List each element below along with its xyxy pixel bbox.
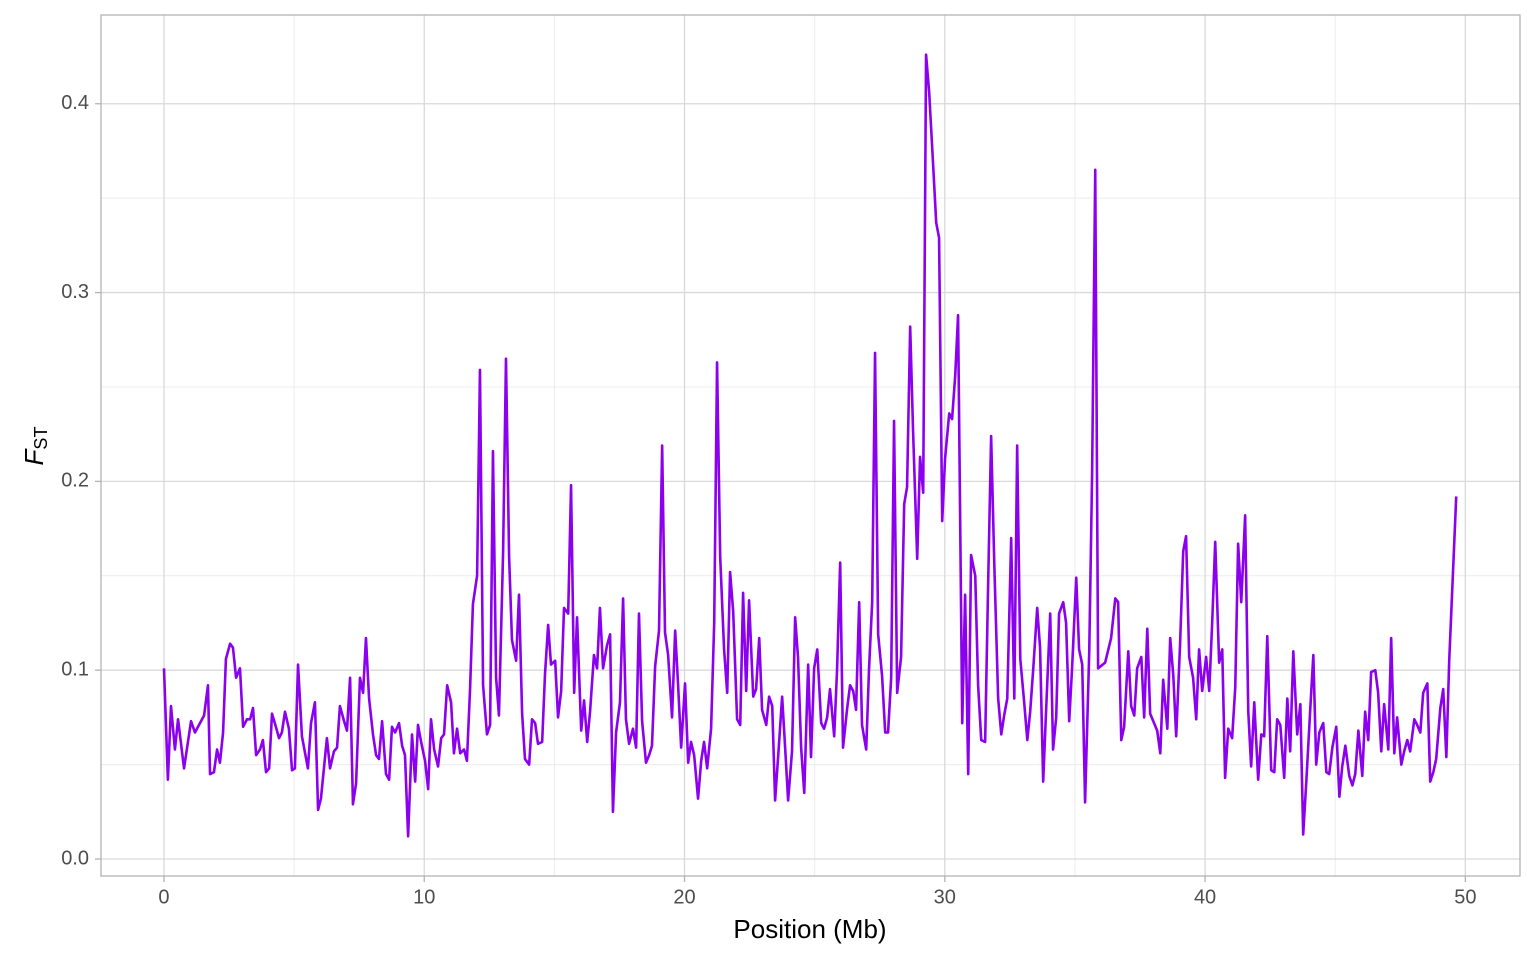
plot-area — [162, 53, 1458, 838]
y-axis-title: FST — [19, 427, 51, 466]
y-tick-label: 0.3 — [61, 281, 89, 303]
data-line — [162, 53, 1458, 838]
y-axis-title-sub: ST — [31, 427, 51, 450]
axes: 0 10 20 30 40 50 0.0 0.1 0.2 0.3 0.4 — [61, 92, 1476, 908]
grid — [101, 15, 1520, 876]
y-tick-label: 0.0 — [61, 847, 89, 869]
x-tick-label: 50 — [1454, 886, 1476, 908]
x-tick-label: 40 — [1194, 886, 1216, 908]
x-tick-label: 0 — [158, 886, 169, 908]
y-tick-label: 0.2 — [61, 470, 89, 492]
y-tick-label: 0.4 — [61, 92, 89, 114]
x-tick-label: 20 — [673, 886, 695, 908]
x-axis-title: Position (Mb) — [733, 914, 886, 944]
x-tick-label: 30 — [934, 886, 956, 908]
x-tick-label: 10 — [413, 886, 435, 908]
y-tick-label: 0.1 — [61, 658, 89, 680]
panel-border — [100, 14, 1521, 877]
y-axis-title-main: F — [19, 447, 49, 465]
